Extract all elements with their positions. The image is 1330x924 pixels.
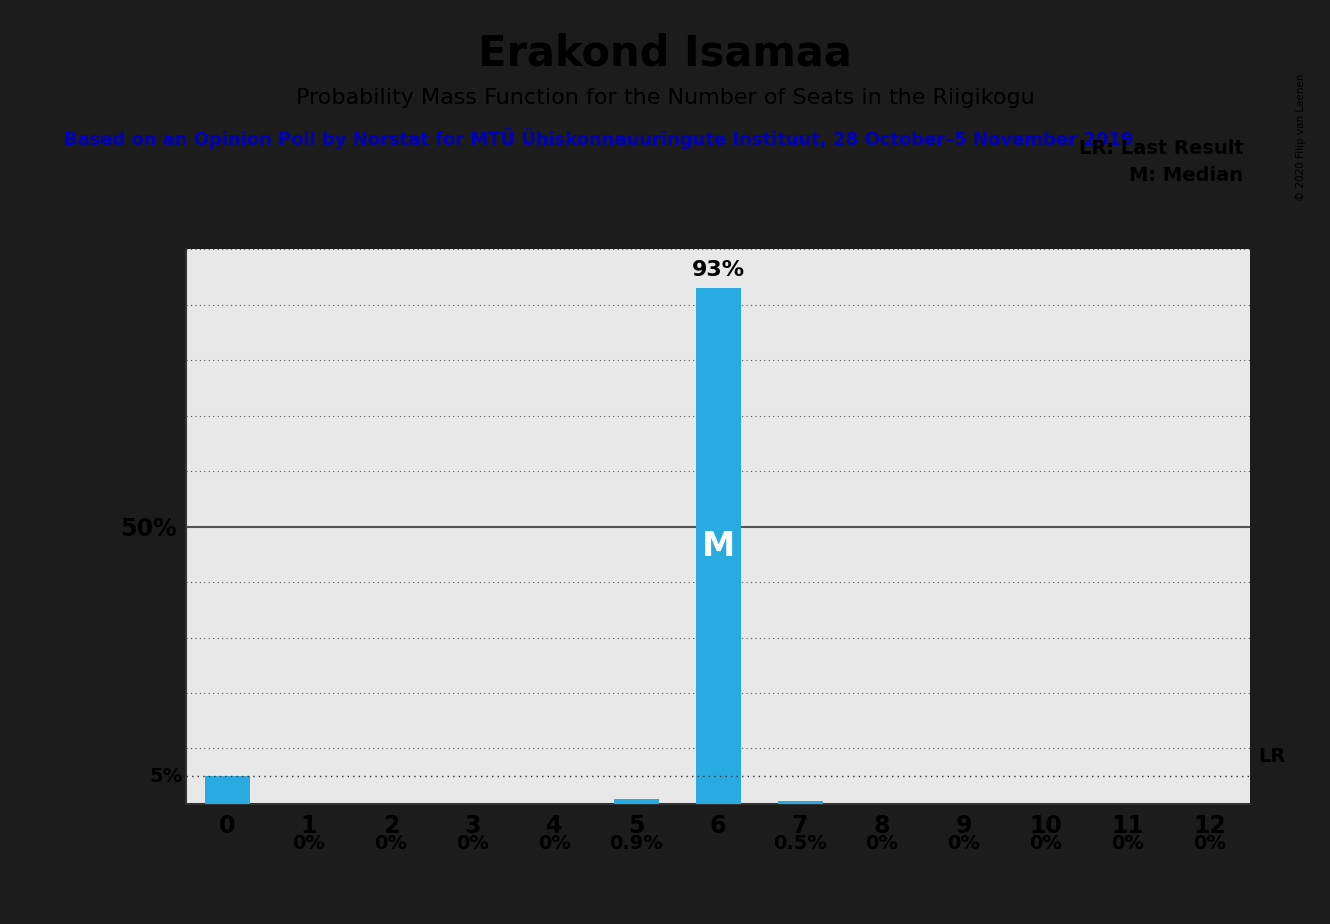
Text: M: Median: M: Median xyxy=(1129,166,1244,186)
Text: Based on an Opinion Poll by Norstat for MTÜ Ühiskonnauuringute Instituut, 28 Oct: Based on an Opinion Poll by Norstat for … xyxy=(64,128,1133,149)
Text: 0%: 0% xyxy=(539,834,571,854)
Text: 0%: 0% xyxy=(1111,834,1144,854)
Text: 0.9%: 0.9% xyxy=(609,834,664,854)
Text: Erakond Isamaa: Erakond Isamaa xyxy=(477,32,853,74)
Text: Probability Mass Function for the Number of Seats in the Riigikogu: Probability Mass Function for the Number… xyxy=(295,88,1035,108)
Text: 0%: 0% xyxy=(947,834,980,854)
Bar xyxy=(614,799,658,804)
Text: 0%: 0% xyxy=(1029,834,1063,854)
Text: 0%: 0% xyxy=(374,834,407,854)
Text: 93%: 93% xyxy=(692,260,745,280)
Bar xyxy=(205,776,250,804)
Bar xyxy=(778,801,822,804)
Text: 0%: 0% xyxy=(456,834,489,854)
Text: 0%: 0% xyxy=(866,834,898,854)
Text: LR: Last Result: LR: Last Result xyxy=(1079,139,1244,158)
Text: 0%: 0% xyxy=(1193,834,1226,854)
Text: 5%: 5% xyxy=(149,767,182,785)
Text: 0%: 0% xyxy=(293,834,326,854)
Text: LR: LR xyxy=(1258,748,1286,766)
Text: 0.5%: 0.5% xyxy=(773,834,827,854)
Text: © 2020 Filip van Laenen: © 2020 Filip van Laenen xyxy=(1295,74,1306,201)
Text: M: M xyxy=(702,529,735,563)
Bar xyxy=(696,288,741,804)
